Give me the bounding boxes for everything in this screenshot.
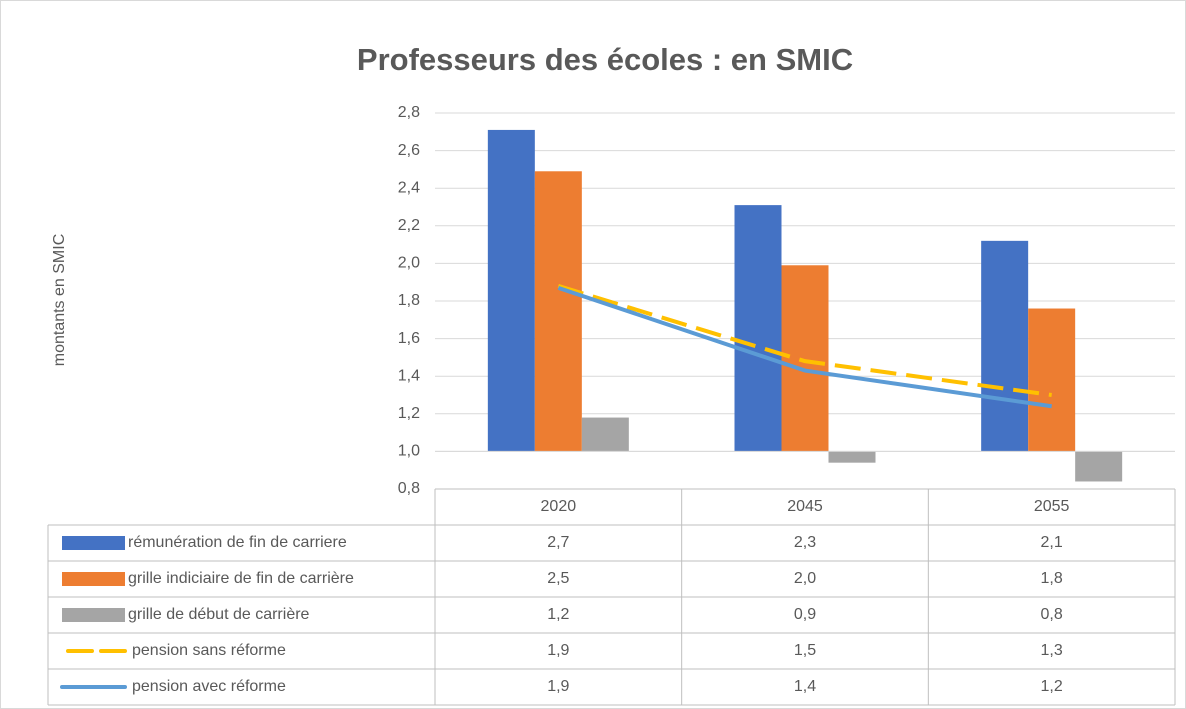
legend-swatch bbox=[62, 608, 125, 622]
chart-title: Professeurs des écoles : en SMIC bbox=[357, 42, 853, 77]
x-tick-label: 2045 bbox=[787, 498, 823, 515]
bar bbox=[828, 451, 876, 463]
bar bbox=[781, 265, 829, 452]
y-tick-label: 2,0 bbox=[398, 255, 420, 272]
y-tick-label: 2,2 bbox=[398, 217, 420, 234]
table-value: 2,7 bbox=[547, 534, 569, 551]
line-series bbox=[557, 284, 1052, 397]
table-value: 1,9 bbox=[547, 678, 569, 695]
legend-label: grille de début de carrière bbox=[128, 606, 310, 623]
legend-label: grille indiciaire de fin de carrière bbox=[128, 570, 354, 587]
table-value: 2,1 bbox=[1041, 534, 1063, 551]
y-tick-label: 2,4 bbox=[398, 179, 420, 196]
table-value: 1,8 bbox=[1041, 570, 1063, 587]
table-value: 0,8 bbox=[1041, 606, 1063, 623]
table-value: 1,2 bbox=[547, 606, 569, 623]
table-value: 1,3 bbox=[1041, 642, 1063, 659]
y-tick-label: 1,4 bbox=[398, 367, 420, 384]
legend-label: pension sans réforme bbox=[132, 642, 286, 659]
table-value: 2,0 bbox=[794, 570, 816, 587]
bar bbox=[734, 205, 782, 452]
y-tick-label: 1,2 bbox=[398, 405, 420, 422]
bar bbox=[581, 417, 629, 452]
y-axis-label: montants en SMIC bbox=[51, 234, 68, 367]
y-tick-label: 1,8 bbox=[398, 292, 420, 309]
legend-swatch bbox=[62, 536, 125, 550]
line-series bbox=[557, 285, 1052, 409]
table-value: 1,2 bbox=[1041, 678, 1063, 695]
y-tick-label: 1,6 bbox=[398, 330, 420, 347]
bar bbox=[1075, 451, 1123, 482]
bar bbox=[1028, 308, 1076, 452]
legend-swatch bbox=[62, 572, 125, 586]
y-tick-label: 0,8 bbox=[398, 480, 420, 497]
table-value: 1,9 bbox=[547, 642, 569, 659]
y-tick-label: 1,0 bbox=[398, 443, 420, 460]
legend-label: rémunération de fin de carriere bbox=[128, 534, 347, 551]
bar bbox=[981, 240, 1029, 452]
y-tick-label: 2,6 bbox=[398, 142, 420, 159]
x-tick-label: 2020 bbox=[541, 498, 577, 515]
table-value: 0,9 bbox=[794, 606, 816, 623]
legend-label: pension avec réforme bbox=[132, 678, 286, 695]
table-value: 2,5 bbox=[547, 570, 569, 587]
y-tick-label: 2,8 bbox=[398, 104, 420, 121]
bar bbox=[487, 129, 535, 452]
table-value: 1,5 bbox=[794, 642, 816, 659]
bar bbox=[534, 171, 582, 452]
table-value: 1,4 bbox=[794, 678, 816, 695]
x-tick-label: 2055 bbox=[1034, 498, 1070, 515]
table-value: 2,3 bbox=[794, 534, 816, 551]
